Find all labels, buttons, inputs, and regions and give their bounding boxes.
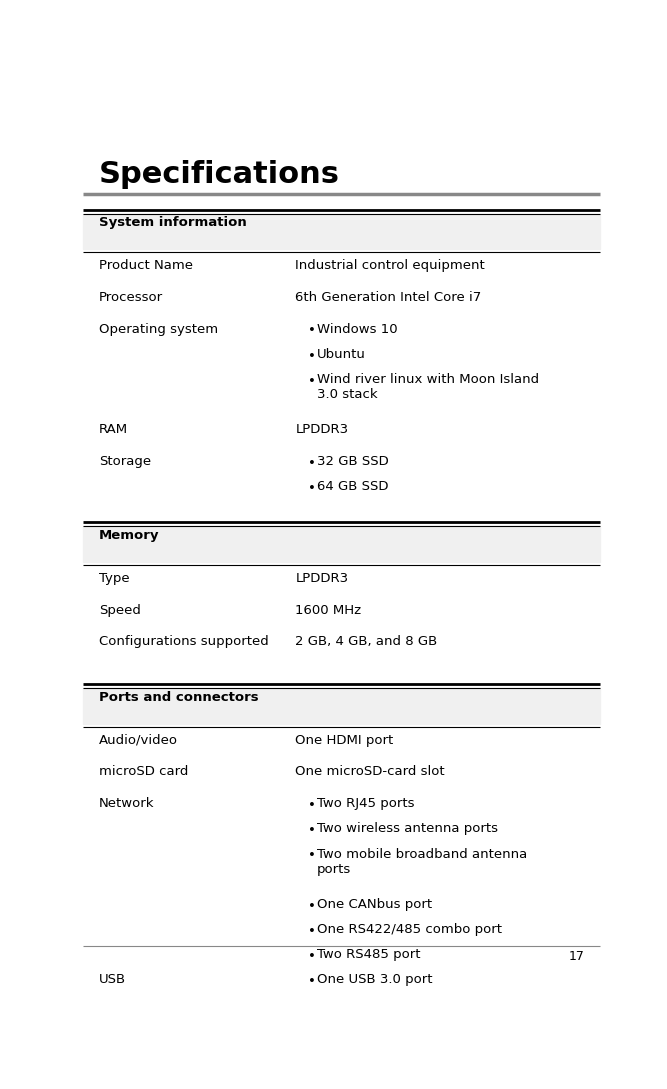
Text: Industrial control equipment: Industrial control equipment <box>295 259 485 272</box>
Text: Storage: Storage <box>99 455 151 468</box>
Text: 1600 MHz: 1600 MHz <box>295 603 362 616</box>
Text: •: • <box>308 975 316 988</box>
Text: •: • <box>308 824 316 837</box>
Text: •: • <box>308 375 316 388</box>
Bar <box>83 213 600 249</box>
Text: •: • <box>308 925 316 938</box>
Bar <box>83 526 600 562</box>
Text: Processor: Processor <box>99 291 163 304</box>
Bar <box>83 688 600 723</box>
Text: Windows 10: Windows 10 <box>317 322 398 335</box>
Text: Audio/video: Audio/video <box>99 734 178 747</box>
Text: 17: 17 <box>569 950 585 963</box>
Text: •: • <box>308 849 316 862</box>
Text: •: • <box>308 350 316 363</box>
Text: 2 GB, 4 GB, and 8 GB: 2 GB, 4 GB, and 8 GB <box>295 636 438 648</box>
Text: LPDDR3: LPDDR3 <box>295 572 348 585</box>
Text: •: • <box>308 482 316 495</box>
Text: •: • <box>308 950 316 963</box>
Text: 64 GB SSD: 64 GB SSD <box>317 480 388 493</box>
Text: Type: Type <box>99 572 129 585</box>
Text: microSD card: microSD card <box>99 766 188 779</box>
Text: Two wireless antenna ports: Two wireless antenna ports <box>317 822 498 835</box>
Text: •: • <box>308 799 316 812</box>
Text: Two RJ45 ports: Two RJ45 ports <box>317 797 414 810</box>
Text: One RS422/485 combo port: One RS422/485 combo port <box>317 923 502 937</box>
Text: LPDDR3: LPDDR3 <box>295 424 348 437</box>
Text: •: • <box>308 457 316 469</box>
Text: Memory: Memory <box>99 529 159 542</box>
Text: Two mobile broadband antenna
ports: Two mobile broadband antenna ports <box>317 847 528 876</box>
Text: One HDMI port: One HDMI port <box>295 734 394 747</box>
Text: Ubuntu: Ubuntu <box>317 347 366 360</box>
Text: Network: Network <box>99 797 154 810</box>
Text: One microSD‑card slot: One microSD‑card slot <box>295 766 445 779</box>
Text: Operating system: Operating system <box>99 322 218 335</box>
Text: RAM: RAM <box>99 424 128 437</box>
Text: 6th Generation Intel Core i7: 6th Generation Intel Core i7 <box>295 291 482 304</box>
Text: •: • <box>308 900 316 913</box>
Text: Ports and connectors: Ports and connectors <box>99 690 259 703</box>
Text: Wind river linux with Moon Island
3.0 stack: Wind river linux with Moon Island 3.0 st… <box>317 374 539 401</box>
Text: Configurations supported: Configurations supported <box>99 636 269 648</box>
Text: •: • <box>308 325 316 338</box>
Text: USB: USB <box>99 974 126 987</box>
Text: One CANbus port: One CANbus port <box>317 898 432 910</box>
Text: Specifications: Specifications <box>99 160 340 189</box>
Text: One USB 3.0 port: One USB 3.0 port <box>317 974 432 987</box>
Text: 32 GB SSD: 32 GB SSD <box>317 455 389 468</box>
Text: Two RS485 port: Two RS485 port <box>317 949 420 962</box>
Text: System information: System information <box>99 217 247 229</box>
Text: Speed: Speed <box>99 603 141 616</box>
Text: Product Name: Product Name <box>99 259 193 272</box>
